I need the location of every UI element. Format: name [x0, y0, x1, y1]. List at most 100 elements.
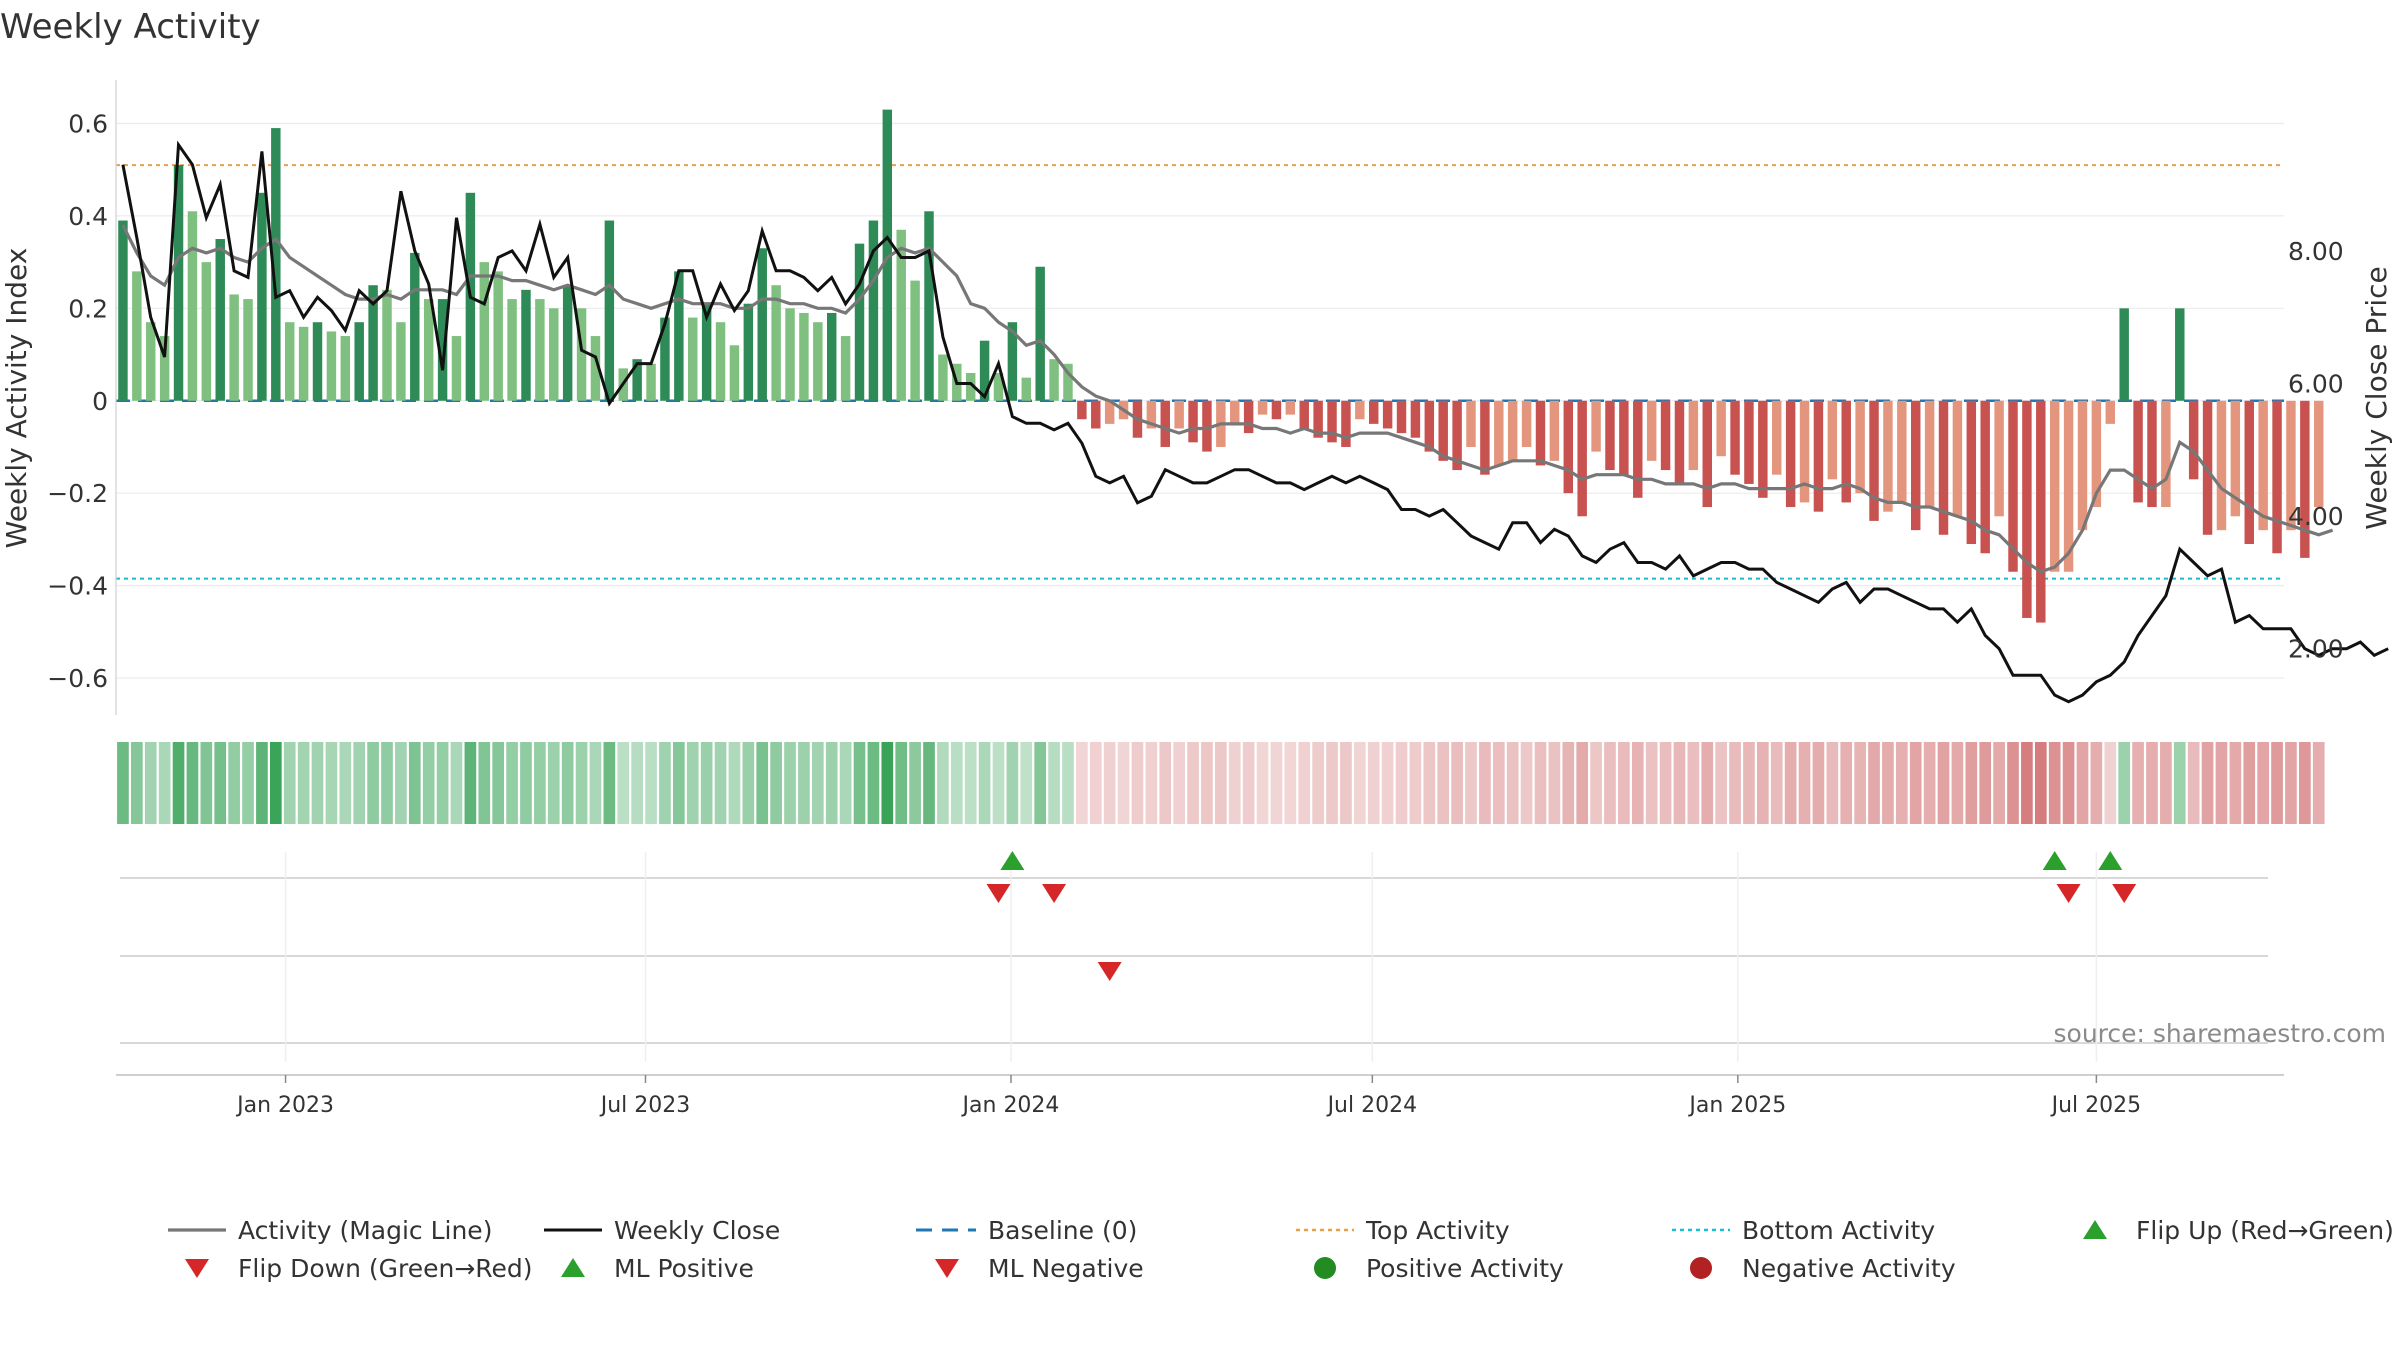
heat-cell [1854, 742, 1866, 824]
heat-cell [686, 742, 699, 824]
activity-bar [1660, 400, 1671, 471]
activity-bar [1368, 400, 1379, 424]
activity-bar [1188, 400, 1198, 443]
heat-cell [867, 742, 880, 824]
heat-cell [2285, 742, 2297, 824]
x-axis: Jan 2023 Jul 2023 Jan 2024 Jul 2024 Jan 2025… [116, 1074, 2284, 1118]
heat-cell [1367, 742, 1380, 824]
heat-cell [131, 742, 143, 824]
activity-bar [1521, 400, 1532, 447]
heat-cell [2104, 742, 2117, 824]
legend-label: Bottom Activity [1742, 1216, 1935, 1245]
activity-bar [1021, 377, 1032, 401]
heat-cell [2312, 742, 2325, 824]
x-tick-label: Jul 2024 [1326, 1093, 1418, 1118]
heat-cell [770, 742, 782, 824]
legend-item: Activity (Magic Line) [168, 1216, 492, 1245]
activity-bar [2105, 400, 2116, 424]
activity-bar [799, 312, 809, 401]
heat-cell [506, 742, 518, 824]
heat-cell [1076, 742, 1088, 824]
activity-bar [590, 336, 601, 401]
flip-down-marker [986, 884, 1011, 903]
heat-cell [700, 742, 713, 824]
activity-bar [1785, 400, 1796, 508]
activity-bar [284, 322, 295, 401]
activity-bar [1646, 400, 1657, 461]
flip-down-marker [2112, 884, 2137, 903]
heat-cell [214, 742, 227, 824]
activity-bar [1438, 400, 1448, 461]
legend-item: Flip Down (Green→Red) [185, 1254, 533, 1283]
activity-bar [2022, 400, 2032, 618]
activity-bar [1257, 400, 1268, 415]
x-tick-label: Jan 2025 [1687, 1093, 1786, 1118]
heat-cell [673, 742, 685, 824]
activity-bar [201, 262, 212, 401]
heat-cell [2021, 742, 2033, 824]
activity-bar [437, 299, 448, 401]
y-axis-label-left: Weekly Activity Index [0, 248, 33, 549]
heat-cell [2076, 742, 2089, 824]
heat-cell [2034, 742, 2047, 824]
activity-bar [2133, 400, 2143, 503]
activity-bar [423, 299, 434, 401]
activity-bar [1563, 400, 1574, 494]
activity-bar [1827, 400, 1838, 480]
heat-cell [1353, 742, 1366, 824]
flip-down-marker [1042, 884, 1067, 903]
activity-bar [2314, 400, 2324, 508]
y-tick-label-left: −0.6 [47, 664, 108, 693]
heat-cell [603, 742, 616, 824]
activity-bar [840, 336, 851, 401]
heat-cell [1979, 742, 1992, 824]
heat-cell [1645, 742, 1658, 824]
activity-bar [1299, 400, 1309, 429]
activity-bar [785, 308, 795, 401]
legend: Activity (Magic Line) Weekly Close Baselin… [168, 1216, 2394, 1283]
activity-bar [674, 271, 684, 401]
activity-bar [979, 340, 990, 401]
heat-cell [1576, 742, 1589, 824]
legend-swatch-circle-green [1314, 1257, 1336, 1279]
activity-bar [1341, 400, 1351, 447]
activity-bar [2091, 400, 2102, 508]
activity-bar [813, 322, 823, 401]
ml-negative-marker [1097, 962, 1122, 981]
heat-cell [2229, 742, 2242, 824]
heat-cell [645, 742, 657, 824]
heat-cell [492, 742, 505, 824]
activity-bar [1772, 400, 1782, 475]
activity-bar [562, 285, 573, 401]
activity-bar [1271, 400, 1282, 420]
heat-cell [2160, 742, 2172, 824]
legend-label: Positive Activity [1366, 1254, 1564, 1283]
activity-bar [1883, 400, 1893, 512]
x-tick-label: Jul 2023 [599, 1093, 691, 1118]
heat-cell [1840, 742, 1853, 824]
heat-cell [1020, 742, 1033, 824]
activity-bar [354, 322, 364, 401]
y-axis-label-right: Weekly Close Price [2360, 266, 2393, 529]
heat-cell [1048, 742, 1060, 824]
heat-cell [1534, 742, 1547, 824]
heat-cell [1409, 742, 1422, 824]
legend-label: Weekly Close [614, 1216, 780, 1245]
heat-cell [1784, 742, 1797, 824]
heat-cell [1798, 742, 1811, 824]
activity-bar [1382, 400, 1393, 429]
heat-cell [853, 742, 866, 824]
activity-bar [646, 363, 656, 401]
heat-cell [2118, 742, 2131, 824]
heat-cell [1256, 742, 1269, 824]
heat-cell [1117, 742, 1130, 824]
heat-cell [1743, 742, 1755, 824]
activity-bar [2077, 400, 2088, 531]
activity-bar [2300, 400, 2310, 558]
legend-item: Top Activity [1296, 1216, 1510, 1245]
activity-bar [1063, 363, 1073, 401]
legend-label: Activity (Magic Line) [238, 1216, 492, 1245]
heat-cell [1159, 742, 1172, 824]
legend-item: Bottom Activity [1672, 1216, 1935, 1245]
activity-bar [2049, 400, 2060, 572]
